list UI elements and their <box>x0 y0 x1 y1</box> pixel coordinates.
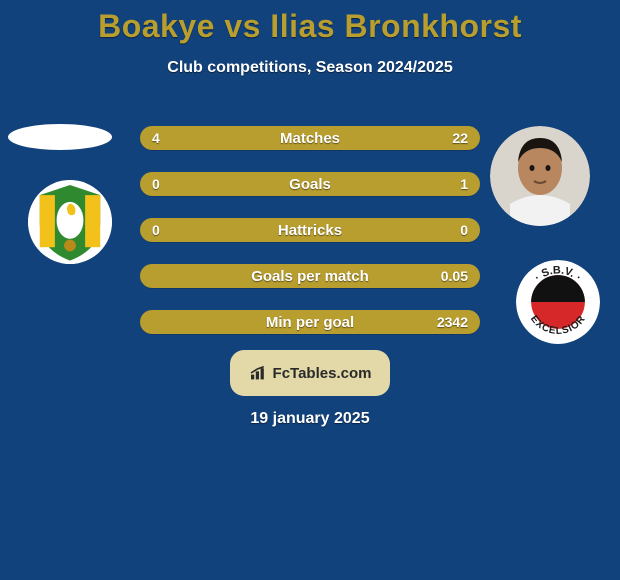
excelsior-crest: · S.B.V. · EXCELSIOR <box>516 260 600 344</box>
stat-label: Matches <box>140 130 480 147</box>
stat-right-value: 2342 <box>437 314 468 330</box>
player-left-avatar <box>8 124 112 150</box>
club-left-badge <box>28 180 112 264</box>
stat-row-matches: 4 Matches 22 <box>140 126 480 150</box>
stat-row-hattricks: 0 Hattricks 0 <box>140 218 480 242</box>
ado-den-haag-crest <box>28 180 112 264</box>
date-text: 19 january 2025 <box>0 410 620 428</box>
club-right-badge: · S.B.V. · EXCELSIOR <box>516 260 600 344</box>
subtitle: Club competitions, Season 2024/2025 <box>0 59 620 77</box>
stat-row-min-per-goal: Min per goal 2342 <box>140 310 480 334</box>
brand-text: FcTables.com <box>273 365 372 382</box>
stat-label: Hattricks <box>140 222 480 239</box>
brand-box: FcTables.com <box>230 350 390 396</box>
stat-label: Goals per match <box>140 268 480 285</box>
stat-left-value: 0 <box>152 222 160 238</box>
avatar-illustration <box>490 126 590 226</box>
bar-chart-icon <box>249 365 269 381</box>
stat-label: Min per goal <box>140 314 480 331</box>
stat-label: Goals <box>140 176 480 193</box>
stat-left-value: 4 <box>152 130 160 146</box>
stat-row-goals-per-match: Goals per match 0.05 <box>140 264 480 288</box>
stats-block: 4 Matches 22 0 Goals 1 0 Hattricks 0 Goa… <box>140 126 480 356</box>
page-title: Boakye vs Ilias Bronkhorst <box>0 8 620 45</box>
stat-right-value: 1 <box>460 176 468 192</box>
stat-row-goals: 0 Goals 1 <box>140 172 480 196</box>
shirt <box>510 195 570 226</box>
comparison-card: Boakye vs Ilias Bronkhorst Club competit… <box>0 0 620 580</box>
player-right-avatar <box>490 126 590 226</box>
stat-left-value: 0 <box>152 176 160 192</box>
stat-right-value: 22 <box>452 130 468 146</box>
stat-right-value: 0.05 <box>441 268 468 284</box>
stat-right-value: 0 <box>460 222 468 238</box>
